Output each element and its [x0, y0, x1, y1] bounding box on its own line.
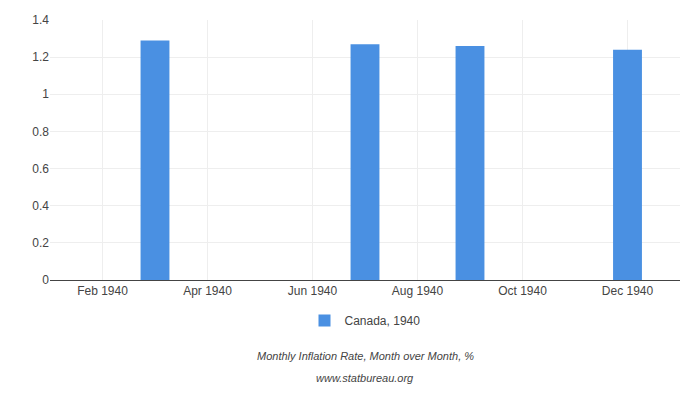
svg-text:0.6: 0.6: [32, 162, 49, 176]
svg-text:Oct 1940: Oct 1940: [498, 284, 547, 298]
svg-text:Monthly Inflation Rate, Month: Monthly Inflation Rate, Month over Month…: [257, 350, 474, 362]
svg-text:Feb 1940: Feb 1940: [77, 284, 128, 298]
svg-text:0: 0: [42, 273, 49, 287]
svg-text:Canada, 1940: Canada, 1940: [345, 314, 421, 328]
svg-text:www.statbureau.org: www.statbureau.org: [316, 372, 414, 384]
svg-text:Apr 1940: Apr 1940: [183, 284, 232, 298]
svg-text:0.2: 0.2: [32, 236, 49, 250]
svg-text:Aug 1940: Aug 1940: [392, 284, 444, 298]
svg-text:0.8: 0.8: [32, 125, 49, 139]
svg-text:1: 1: [42, 87, 49, 101]
svg-text:1.4: 1.4: [32, 13, 49, 27]
svg-text:Jun 1940: Jun 1940: [288, 284, 338, 298]
svg-text:1.2: 1.2: [32, 50, 49, 64]
svg-text:0.4: 0.4: [32, 199, 49, 213]
svg-text:Dec 1940: Dec 1940: [602, 284, 654, 298]
